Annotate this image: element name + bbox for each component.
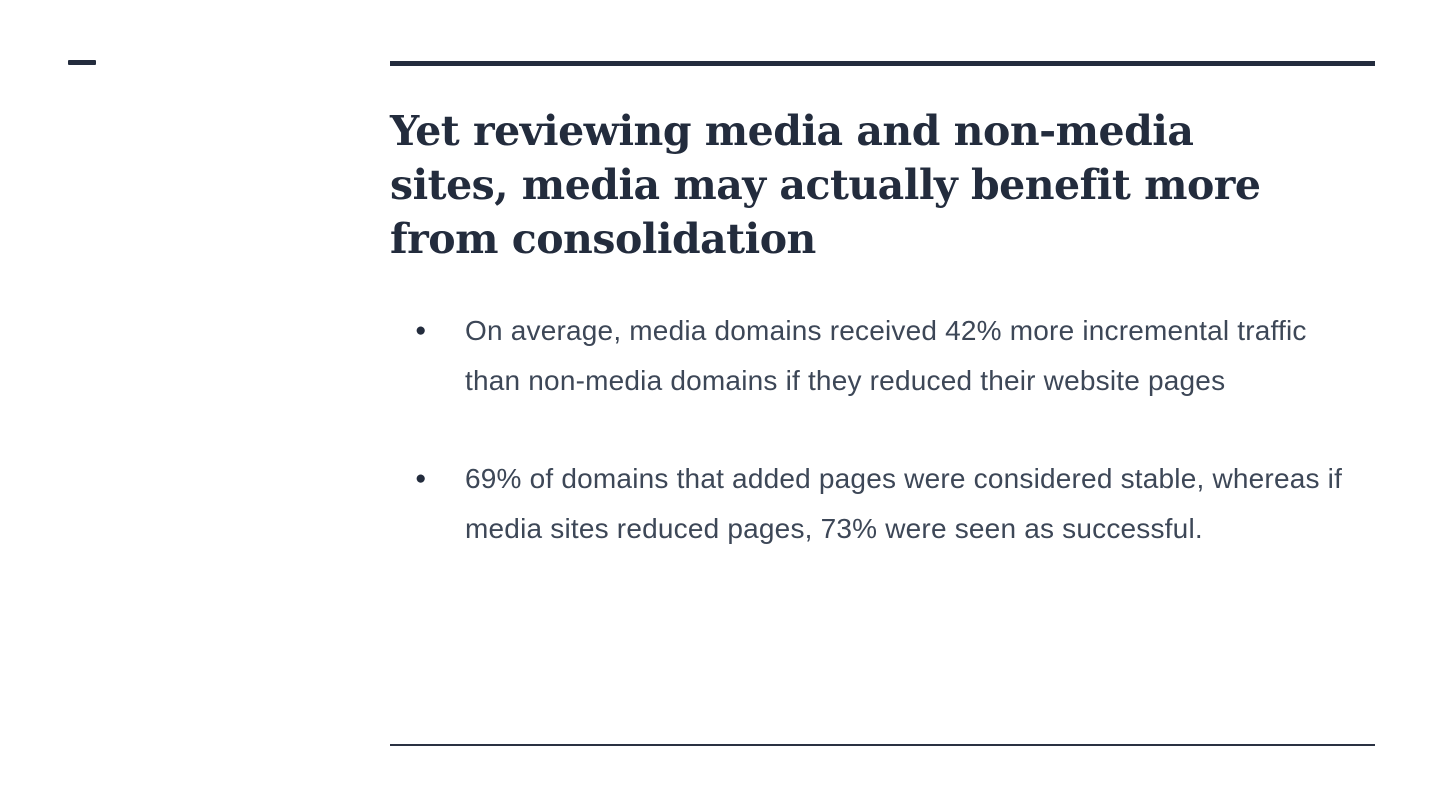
- slide-content: Yet reviewing media and non-media sites,…: [390, 0, 1375, 810]
- bullet-point-icon: ●: [415, 320, 427, 341]
- bottom-rule-divider: [390, 744, 1375, 746]
- slide-title: Yet reviewing media and non-media sites,…: [390, 107, 1261, 264]
- corner-dash-decoration: [68, 60, 96, 65]
- bullet-list: ● On average, media domains received 42%…: [390, 306, 1350, 554]
- list-item: ● On average, media domains received 42%…: [390, 306, 1350, 406]
- list-item: ● 69% of domains that added pages were c…: [390, 454, 1350, 554]
- top-rule-divider: [390, 61, 1375, 66]
- bullet-text: 69% of domains that added pages were con…: [465, 463, 1343, 544]
- bullet-point-icon: ●: [415, 468, 427, 489]
- bullet-text: On average, media domains received 42% m…: [465, 315, 1307, 396]
